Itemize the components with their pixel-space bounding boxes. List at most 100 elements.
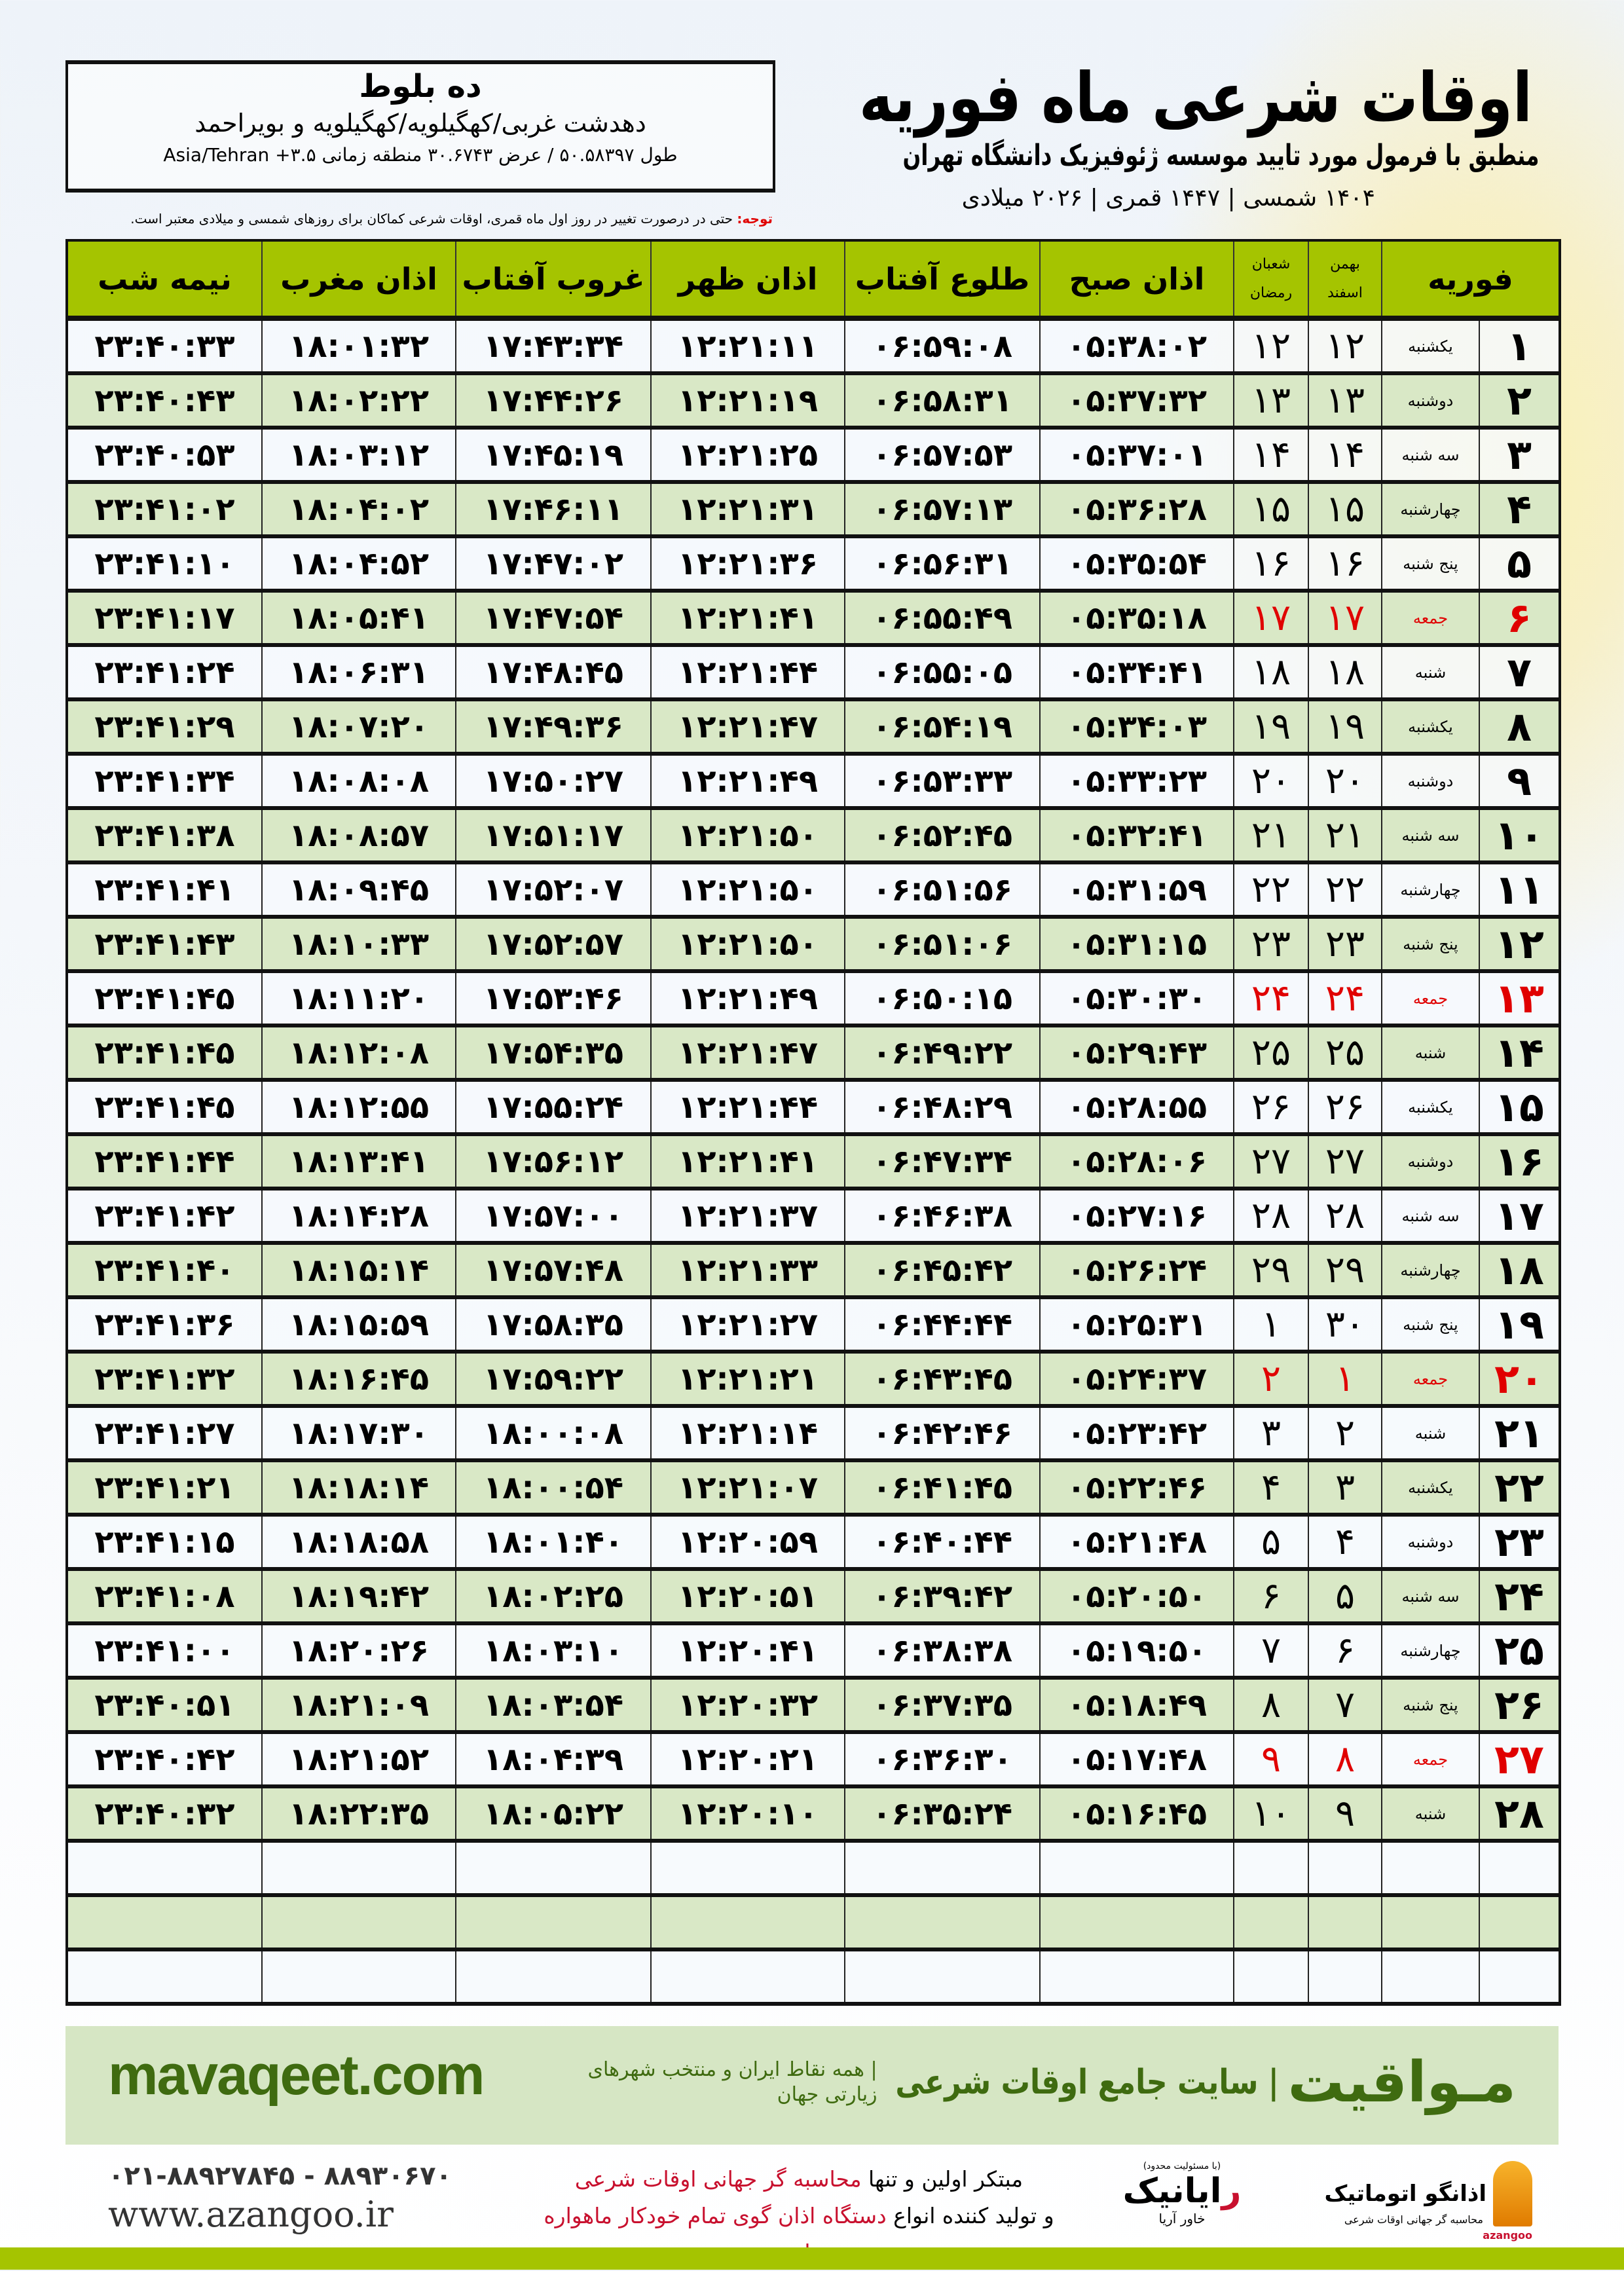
cell-weekday: شنبه <box>1381 1405 1480 1462</box>
cell-shamsi: ۲۹ <box>1308 1242 1382 1299</box>
cell-weekday: دوشنبه <box>1381 373 1480 430</box>
empty-cell <box>650 1894 845 1951</box>
cell-day: ۱ <box>1479 318 1560 375</box>
cell-day: ۱۲ <box>1479 916 1560 973</box>
cell-maghrib: ۱۸:۱۸:۵۸ <box>261 1514 456 1571</box>
azangoo-logo: اذانگو اتوماتیک محاسبه گر جهانی اوقات شر… <box>1310 2161 1532 2242</box>
cell-weekday: چهارشنبه <box>1381 1623 1480 1680</box>
cell-qamari: ۱۷ <box>1233 590 1309 647</box>
cell-weekday: شنبه <box>1381 1786 1480 1843</box>
cell-maghrib: ۱۸:۲۱:۵۲ <box>261 1731 456 1788</box>
cell-nimeshab: ۲۳:۴۱:۲۴ <box>66 644 263 701</box>
cell-ghurub: ۱۸:۰۳:۵۴ <box>455 1677 652 1734</box>
table-row: ۲۷ جمعه ۸ ۹ ۰۵:۱۷:۴۸ ۰۶:۳۶:۳۰ ۱۲:۲۰:۲۱ ۱۸:۰۴:۳۹… <box>66 1731 1560 1788</box>
cell-day: ۱۸ <box>1479 1242 1560 1299</box>
cell-qamari: ۲۶ <box>1233 1079 1309 1136</box>
cell-day: ۳ <box>1479 427 1560 484</box>
table-row: ۲۸ شنبه ۹ ۱۰ ۰۵:۱۶:۴۵ ۰۶:۳۵:۲۴ ۱۲:۲۰:۱۰ ۱۸:۰۵:۲… <box>66 1786 1560 1843</box>
cell-nimeshab: ۲۳:۴۱:۲۷ <box>66 1405 263 1462</box>
cell-tolu: ۰۶:۴۸:۲۹ <box>844 1079 1041 1136</box>
cell-tolu: ۰۶:۵۵:۴۹ <box>844 590 1041 647</box>
table-row: ۲۴ سه شنبه ۵ ۶ ۰۵:۲۰:۵۰ ۰۶:۳۹:۴۲ ۱۲:۲۰:۵۱ ۱۸:۰۲… <box>66 1568 1560 1625</box>
location-box: ده بلوط دهدشت غربی/کهگیلویه/کهگیلویه و ب… <box>65 60 775 193</box>
cell-ghurub: ۱۷:۵۹:۲۲ <box>455 1351 652 1408</box>
cell-maghrib: ۱۸:۰۵:۴۱ <box>261 590 456 647</box>
cell-weekday: چهارشنبه <box>1381 1242 1480 1299</box>
cell-tolu: ۰۶:۳۵:۲۴ <box>844 1786 1041 1843</box>
cell-sobh: ۰۵:۱۷:۴۸ <box>1039 1731 1234 1788</box>
cell-ghurub: ۱۷:۵۶:۱۲ <box>455 1134 652 1191</box>
qamari-month-2: رمضان <box>1249 284 1293 301</box>
cell-day: ۱۱ <box>1479 862 1560 919</box>
cell-maghrib: ۱۸:۱۱:۲۰ <box>261 970 456 1027</box>
cell-weekday: پنج شنبه <box>1381 916 1480 973</box>
cell-maghrib: ۱۸:۰۶:۳۱ <box>261 644 456 701</box>
cell-weekday: جمعه <box>1381 970 1480 1027</box>
col-header-ghurub: غروب آفتاب <box>455 240 651 321</box>
cell-nimeshab: ۲۳:۴۱:۴۲ <box>66 1188 263 1245</box>
brand-tagline: | سایت جامع اوقات شرعی <box>895 2063 1279 2102</box>
cell-ghurub: ۱۸:۰۲:۲۵ <box>455 1568 652 1625</box>
empty-cell <box>66 1894 263 1951</box>
cell-tolu: ۰۶:۵۴:۱۹ <box>844 699 1041 756</box>
cell-qamari: ۲۴ <box>1233 970 1309 1027</box>
empty-cell <box>650 1840 845 1897</box>
table-body: ۱ یکشنبه ۱۲ ۱۲ ۰۵:۳۸:۰۲ ۰۶:۵۹:۰۸ ۱۲:۲۱:۱۱ ۱۷:۴۳… <box>66 318 1560 2006</box>
azangoo-url[interactable]: www.azangoo.ir <box>108 2194 394 2235</box>
table-row: ۱۸ چهارشنبه ۲۹ ۲۹ ۰۵:۲۶:۲۴ ۰۶:۴۵:۴۲ ۱۲:۲۱:۳۳ ۱۷… <box>66 1242 1560 1299</box>
cell-sobh: ۰۵:۲۵:۳۱ <box>1039 1297 1234 1354</box>
cell-qamari: ۲۲ <box>1233 862 1309 919</box>
cell-zohr: ۱۲:۲۱:۴۹ <box>650 970 845 1027</box>
cell-sobh: ۰۵:۲۶:۲۴ <box>1039 1242 1234 1299</box>
col-header-day: فوریه <box>1381 240 1560 321</box>
cell-qamari: ۲ <box>1233 1351 1309 1408</box>
cell-nimeshab: ۲۳:۴۱:۳۲ <box>66 1351 263 1408</box>
empty-row <box>66 1949 1560 2006</box>
empty-cell <box>261 1840 456 1897</box>
empty-cell <box>1479 1840 1560 1897</box>
table-row: ۱۲ پنج شنبه ۲۳ ۲۳ ۰۵:۳۱:۱۵ ۰۶:۵۱:۰۶ ۱۲:۲۱:۵۰ ۱۷… <box>66 916 1560 973</box>
cell-day: ۸ <box>1479 699 1560 756</box>
cell-maghrib: ۱۸:۱۹:۴۲ <box>261 1568 456 1625</box>
cell-ghurub: ۱۷:۵۲:۰۷ <box>455 862 652 919</box>
cell-day: ۲۲ <box>1479 1460 1560 1517</box>
cell-zohr: ۱۲:۲۱:۱۴ <box>650 1405 845 1462</box>
cell-day: ۶ <box>1479 590 1560 647</box>
table-row: ۱۰ سه شنبه ۲۱ ۲۱ ۰۵:۳۲:۴۱ ۰۶:۵۲:۴۵ ۱۲:۲۱:۵۰ ۱۷:… <box>66 807 1560 864</box>
azangoo-latin: azangoo <box>1483 2229 1532 2242</box>
cell-zohr: ۱۲:۲۱:۳۶ <box>650 536 845 593</box>
cell-weekday: چهارشنبه <box>1381 481 1480 538</box>
cell-sobh: ۰۵:۳۱:۱۵ <box>1039 916 1234 973</box>
empty-cell <box>1308 1949 1382 2006</box>
cell-day: ۱۷ <box>1479 1188 1560 1245</box>
qamari-month-1: شعبان <box>1251 255 1291 272</box>
table-row: ۱۹ پنج شنبه ۳۰ ۱ ۰۵:۲۵:۳۱ ۰۶:۴۴:۴۴ ۱۲:۲۱:۲۷ ۱۷:… <box>66 1297 1560 1354</box>
promo-text: مبتکر اولین و تنها محاسبه گر جهانی اوقات… <box>530 2161 1067 2271</box>
cell-day: ۲۸ <box>1479 1786 1560 1843</box>
cell-day: ۵ <box>1479 536 1560 593</box>
cell-ghurub: ۱۷:۴۷:۵۴ <box>455 590 652 647</box>
cell-maghrib: ۱۸:۰۱:۳۲ <box>261 318 456 375</box>
cell-sobh: ۰۵:۳۴:۴۱ <box>1039 644 1234 701</box>
empty-row <box>66 1840 1560 1897</box>
calendar-years: ۱۴۰۴ شمسی | ۱۴۴۷ قمری | ۲۰۲۶ میلادی <box>961 185 1375 212</box>
cell-shamsi: ۲۶ <box>1308 1079 1382 1136</box>
cell-nimeshab: ۲۳:۴۱:۴۱ <box>66 862 263 919</box>
cell-nimeshab: ۲۳:۴۱:۲۹ <box>66 699 263 756</box>
cell-weekday: یکشنبه <box>1381 318 1480 375</box>
cell-zohr: ۱۲:۲۱:۴۷ <box>650 1025 845 1082</box>
cell-nimeshab: ۲۳:۴۰:۴۳ <box>66 373 263 430</box>
cell-sobh: ۰۵:۲۲:۴۶ <box>1039 1460 1234 1517</box>
cell-shamsi: ۱۹ <box>1308 699 1382 756</box>
site-url[interactable]: mavaqeet.com <box>108 2044 485 2107</box>
cell-zohr: ۱۲:۲۱:۵۰ <box>650 862 845 919</box>
cell-weekday: دوشنبه <box>1381 1134 1480 1191</box>
cell-maghrib: ۱۸:۱۰:۳۳ <box>261 916 456 973</box>
cell-qamari: ۲۰ <box>1233 753 1309 810</box>
cell-zohr: ۱۲:۲۰:۵۹ <box>650 1514 845 1571</box>
brand-logo-text: مـواقیت <box>1287 2050 1517 2115</box>
cell-ghurub: ۱۸:۰۰:۰۸ <box>455 1405 652 1462</box>
cell-nimeshab: ۲۳:۴۱:۰۰ <box>66 1623 263 1680</box>
cell-maghrib: ۱۸:۱۶:۴۵ <box>261 1351 456 1408</box>
cell-shamsi: ۱ <box>1308 1351 1382 1408</box>
